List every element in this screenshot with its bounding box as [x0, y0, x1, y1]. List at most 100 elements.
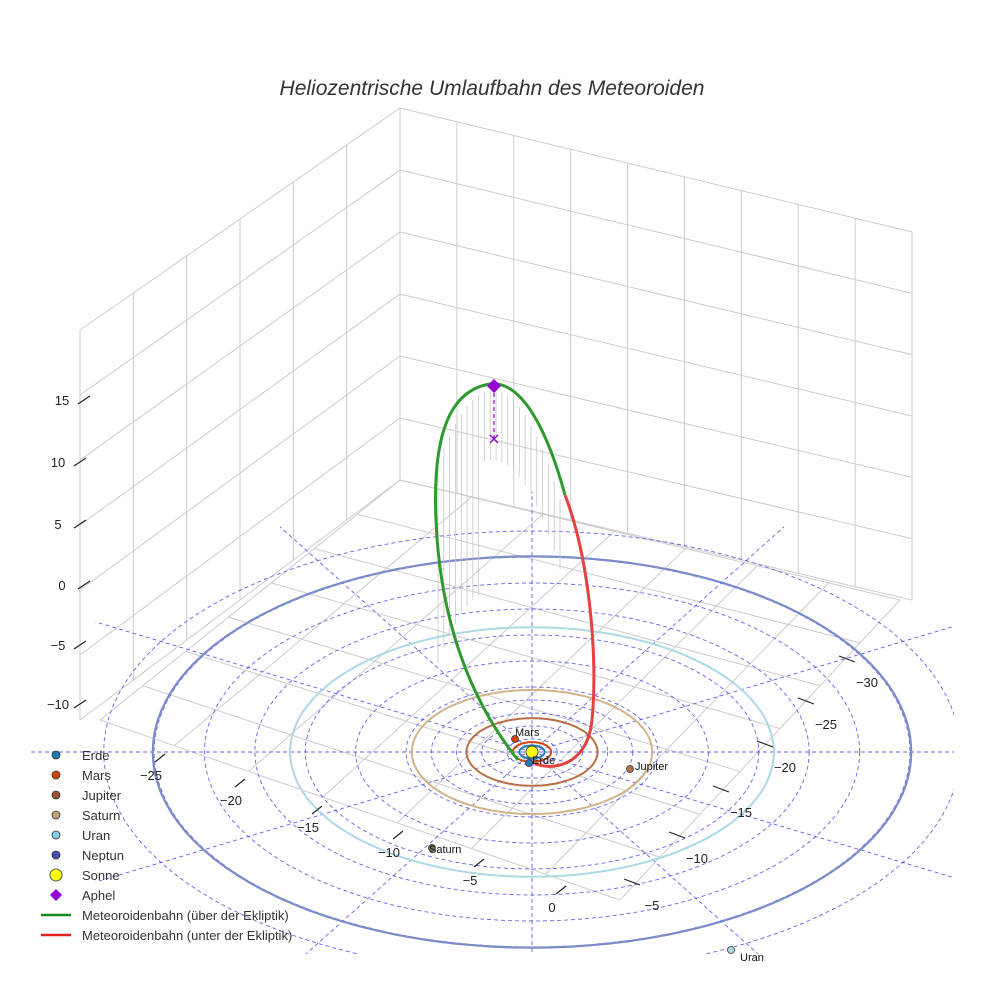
x-tick-mark	[392, 830, 404, 840]
ecliptic-spoke	[95, 621, 533, 753]
grid-line	[271, 582, 781, 730]
z-tick-mark	[73, 699, 87, 709]
planet-label-uran: Uran	[740, 952, 764, 964]
legend-label: Saturn	[82, 808, 120, 823]
legend-marker	[51, 810, 61, 820]
y-tick-label: −10	[686, 851, 708, 866]
legend-label: Jupiter	[82, 788, 122, 803]
grid-line	[399, 107, 913, 233]
legend-item: Erde	[51, 748, 109, 763]
z-tick-mark	[77, 395, 91, 405]
legend-item: Jupiter	[51, 788, 122, 803]
legend-marker	[51, 790, 61, 800]
y-tick-label: −20	[774, 760, 796, 775]
legend-item: Aphel	[50, 888, 115, 903]
ecliptic-spoke	[531, 751, 954, 879]
legend-item: Meteoroidenbahn (unter der Ekliptik)	[41, 928, 292, 943]
legend-item: Neptun	[51, 848, 124, 863]
ecliptic-spoke	[531, 526, 785, 753]
y-tick-label: −5	[645, 898, 660, 913]
z-tick-mark	[77, 580, 91, 590]
z-tick-label: −10	[47, 697, 69, 712]
y-tick-mark	[756, 740, 774, 748]
grid-line	[142, 685, 661, 858]
grid-line	[79, 169, 401, 396]
grid-line	[619, 599, 901, 901]
ecliptic-spoke	[305, 751, 533, 954]
z-tick-label: 0	[58, 578, 65, 593]
grid-line	[399, 231, 913, 356]
grid-line	[185, 650, 701, 815]
orbit-jupiter	[465, 717, 599, 787]
grid-line	[322, 531, 615, 798]
legend-item: Saturn	[51, 808, 120, 823]
grid-line	[79, 417, 401, 656]
y-tick-label: −30	[856, 675, 878, 690]
legend-marker	[49, 868, 63, 882]
meteoroid-path-below	[534, 494, 596, 768]
aphel-marker	[487, 379, 501, 393]
grid-line	[357, 513, 861, 644]
planet-uran	[727, 946, 735, 954]
orbit-neptun	[151, 555, 913, 949]
aphel-projection-marker	[489, 434, 499, 444]
legend-item: Uran	[51, 828, 110, 843]
y-tick-mark	[668, 831, 686, 839]
legend-label: Neptun	[82, 848, 124, 863]
x-tick-label: 0	[548, 900, 555, 915]
grid-line	[314, 548, 821, 687]
legend-item: Sonne	[49, 868, 120, 883]
ecliptic-spoke	[531, 751, 759, 954]
grid-line	[173, 496, 472, 747]
x-tick-label: −15	[297, 820, 319, 835]
x-tick-label: −5	[463, 873, 478, 888]
y-tick-label: −25	[815, 717, 837, 732]
legend-label: Aphel	[82, 888, 115, 903]
planet-label-saturn: Saturn	[429, 844, 461, 856]
y-tick-label: −15	[730, 805, 752, 820]
grid-line	[399, 417, 913, 540]
orbit-erde	[518, 744, 546, 760]
planet-label-jupiter: Jupiter	[635, 761, 668, 773]
z-tick-label: 15	[55, 393, 69, 408]
grid-line	[399, 169, 913, 294]
x-tick-mark	[234, 778, 246, 788]
y-tick-mark	[623, 878, 641, 886]
x-tick-mark	[311, 805, 323, 815]
y-tick-mark	[712, 785, 730, 793]
planet-mars	[511, 735, 519, 743]
z-tick-mark	[73, 640, 87, 650]
planet-markers: Erde Mars Jupiter Saturn Uran	[428, 727, 764, 964]
grid-line	[545, 582, 829, 875]
z-tick-label: −5	[51, 638, 66, 653]
legend-label: Sonne	[82, 868, 120, 883]
grid-line	[79, 231, 401, 461]
ecliptic-grid	[30, 492, 954, 954]
legend-item: Meteoroidenbahn (über der Ekliptik)	[41, 908, 289, 923]
planet-jupiter	[626, 765, 634, 773]
ecliptic-ring	[481, 725, 583, 779]
planet-saturn	[428, 844, 436, 852]
z-tick-label: 5	[54, 517, 61, 532]
planet-label-mars: Mars	[515, 727, 540, 739]
grid-line	[399, 293, 913, 417]
ecliptic-spoke	[95, 751, 533, 883]
z-tick-mark	[73, 457, 87, 467]
grid-line	[396, 548, 687, 824]
grid-line	[79, 355, 401, 591]
legend: Erde Mars Jupiter Saturn Uran Neptun Sonne Aphe…	[41, 748, 292, 943]
planet-label-erde: Erde	[532, 755, 555, 767]
meteoroid-orbit	[434, 379, 596, 768]
grid-line	[79, 479, 401, 721]
y-tick-mark	[797, 697, 815, 705]
z-tick-mark	[73, 519, 87, 529]
x-tick-mark	[555, 885, 567, 895]
legend-label: Mars	[82, 768, 111, 783]
planet-erde	[525, 759, 533, 767]
x-tick-mark	[473, 858, 485, 868]
sun-marker	[525, 745, 539, 759]
legend-label: Meteoroidenbahn (über der Ekliptik)	[82, 908, 289, 923]
legend-item: Mars	[51, 768, 111, 783]
x-tick-label: −25	[140, 768, 162, 783]
